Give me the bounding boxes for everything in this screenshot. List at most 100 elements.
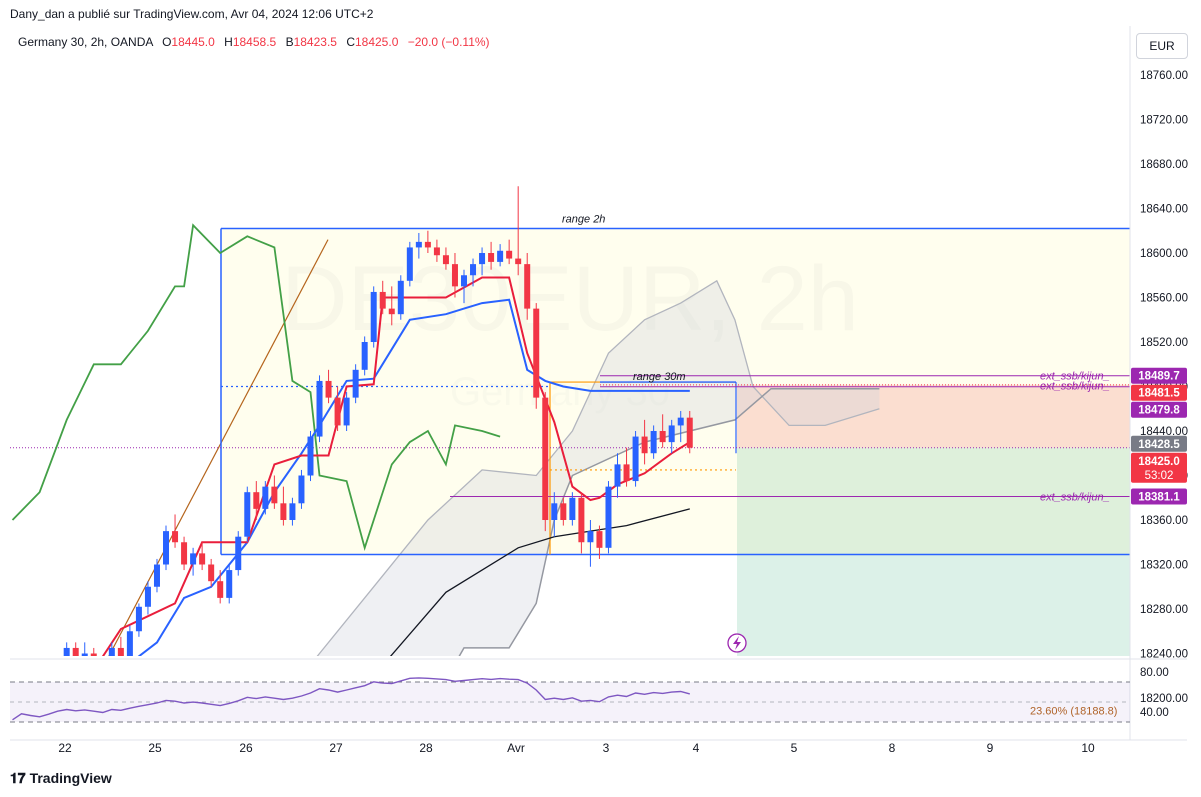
- lightning-icon: [733, 636, 741, 650]
- time-tick-label: 3: [603, 741, 610, 755]
- ohlc-close-key: C: [346, 35, 355, 49]
- currency-button[interactable]: EUR: [1136, 33, 1188, 59]
- candle-body: [352, 369, 359, 398]
- brand-name: TradingView: [29, 770, 112, 786]
- reward-zone-inner: [737, 447, 1130, 555]
- candle-body: [334, 397, 341, 426]
- candle-body: [126, 631, 133, 656]
- candle-body: [641, 436, 648, 454]
- risk-zone: [737, 384, 1130, 448]
- ssb-label-3: ext_ssb/kijun_: [1040, 492, 1110, 504]
- candle-body: [497, 250, 504, 262]
- time-tick-label: 10: [1081, 741, 1095, 755]
- candle-body: [190, 553, 197, 565]
- candle-body: [533, 308, 540, 398]
- candle-body: [289, 503, 296, 520]
- time-tick-label: Avr: [507, 741, 525, 755]
- candle-body: [632, 436, 639, 482]
- price-label-box: [1131, 435, 1187, 452]
- price-label-box: [1131, 452, 1187, 483]
- candle-body: [587, 531, 594, 543]
- countdown-label: 53:02: [1145, 470, 1174, 482]
- candle-body: [542, 397, 549, 520]
- candle-body: [199, 553, 206, 565]
- rsi-line: [12, 677, 690, 721]
- candle-body: [614, 464, 621, 487]
- price-tick-label: 18320.00: [1140, 560, 1188, 572]
- candle-body: [226, 570, 233, 598]
- plot-series: [10, 186, 1130, 656]
- ohlc-low-key: B: [285, 35, 294, 49]
- candle-body: [596, 531, 603, 548]
- symbol-name[interactable]: Germany 30, 2h, OANDA: [18, 35, 153, 49]
- candle-body: [479, 253, 486, 265]
- candle-body: [217, 581, 224, 598]
- candle-body: [108, 647, 115, 656]
- candle-body: [524, 264, 531, 309]
- candle-body: [370, 291, 377, 342]
- top-bar: Dany_dan a publié sur TradingView.com, A…: [0, 0, 1201, 26]
- ssb-label-2: ext_ssb/kijun_: [1040, 381, 1110, 393]
- ohlc-open-key: O: [162, 35, 172, 49]
- time-tick-label: 25: [148, 741, 162, 755]
- candle-body: [451, 264, 458, 287]
- candle-body: [424, 241, 431, 248]
- range-2h-label: range 2h: [562, 214, 605, 226]
- time-tick-label: 26: [239, 741, 253, 755]
- candle-body: [470, 264, 477, 276]
- footer-brand[interactable]: 𝟏𝟕 TradingView: [10, 770, 112, 787]
- ohlc-low-value: 18423.5: [293, 35, 337, 49]
- candle-body: [361, 342, 368, 370]
- candle-body: [253, 492, 260, 509]
- candle-body: [72, 647, 79, 656]
- change-value: −20.0 (−0.11%): [407, 35, 490, 49]
- price-tick-label: 18640.00: [1140, 204, 1188, 216]
- time-tick-label: 8: [889, 741, 896, 755]
- fib-label: 23.60% (18188.8): [1030, 705, 1117, 717]
- candle-body: [442, 255, 449, 265]
- candle-body: [316, 380, 323, 437]
- candle-body: [135, 606, 142, 632]
- time-tick-label: 5: [791, 741, 798, 755]
- candle-body: [325, 380, 332, 398]
- time-tick-label: 22: [58, 741, 72, 755]
- price-tick-label: 18360.00: [1140, 515, 1188, 527]
- ohlc-high-key: H: [224, 35, 233, 49]
- chikou-span: [11, 223, 501, 551]
- candle-body: [659, 431, 666, 443]
- price-label: 18481.5: [1138, 388, 1180, 400]
- candle-body: [262, 486, 269, 509]
- candle-body: [90, 653, 97, 656]
- candle-body: [406, 247, 413, 281]
- price-tick-label: 18560.00: [1140, 293, 1188, 305]
- price-label: 18479.8: [1138, 405, 1180, 417]
- candle-body: [388, 308, 395, 315]
- candle-body: [271, 486, 278, 504]
- price-label-box: [1131, 488, 1187, 505]
- candle-body: [343, 397, 350, 426]
- candle-body: [677, 417, 684, 426]
- rsi-tick-80: 80.00: [1140, 667, 1169, 679]
- candle-body: [307, 436, 314, 476]
- price-tick-label: 18760.00: [1140, 70, 1188, 82]
- price-tick-label: 18240.00: [1140, 649, 1188, 661]
- candle-body: [153, 564, 160, 587]
- senkou-span-a: [316, 279, 880, 656]
- candle-body: [244, 492, 251, 537]
- candle-body: [686, 417, 693, 448]
- price-tick-label: 18720.00: [1140, 115, 1188, 127]
- symbol-legend: Germany 30, 2h, OANDA O18445.0 H18458.5 …: [18, 35, 490, 49]
- ohlc-open-value: 18445.0: [171, 35, 215, 49]
- candle-body: [280, 503, 287, 520]
- price-label-box: [1131, 401, 1187, 418]
- candle-body: [578, 497, 585, 543]
- candle-body: [650, 431, 657, 454]
- ichimoku-cloud: [317, 280, 880, 656]
- candle-body: [506, 250, 513, 259]
- candle-body: [63, 647, 70, 656]
- price-label: 18489.7: [1138, 371, 1180, 383]
- ohlc-close-value: 18425.0: [354, 35, 399, 49]
- candle-body: [461, 275, 467, 287]
- candle-body: [117, 647, 124, 656]
